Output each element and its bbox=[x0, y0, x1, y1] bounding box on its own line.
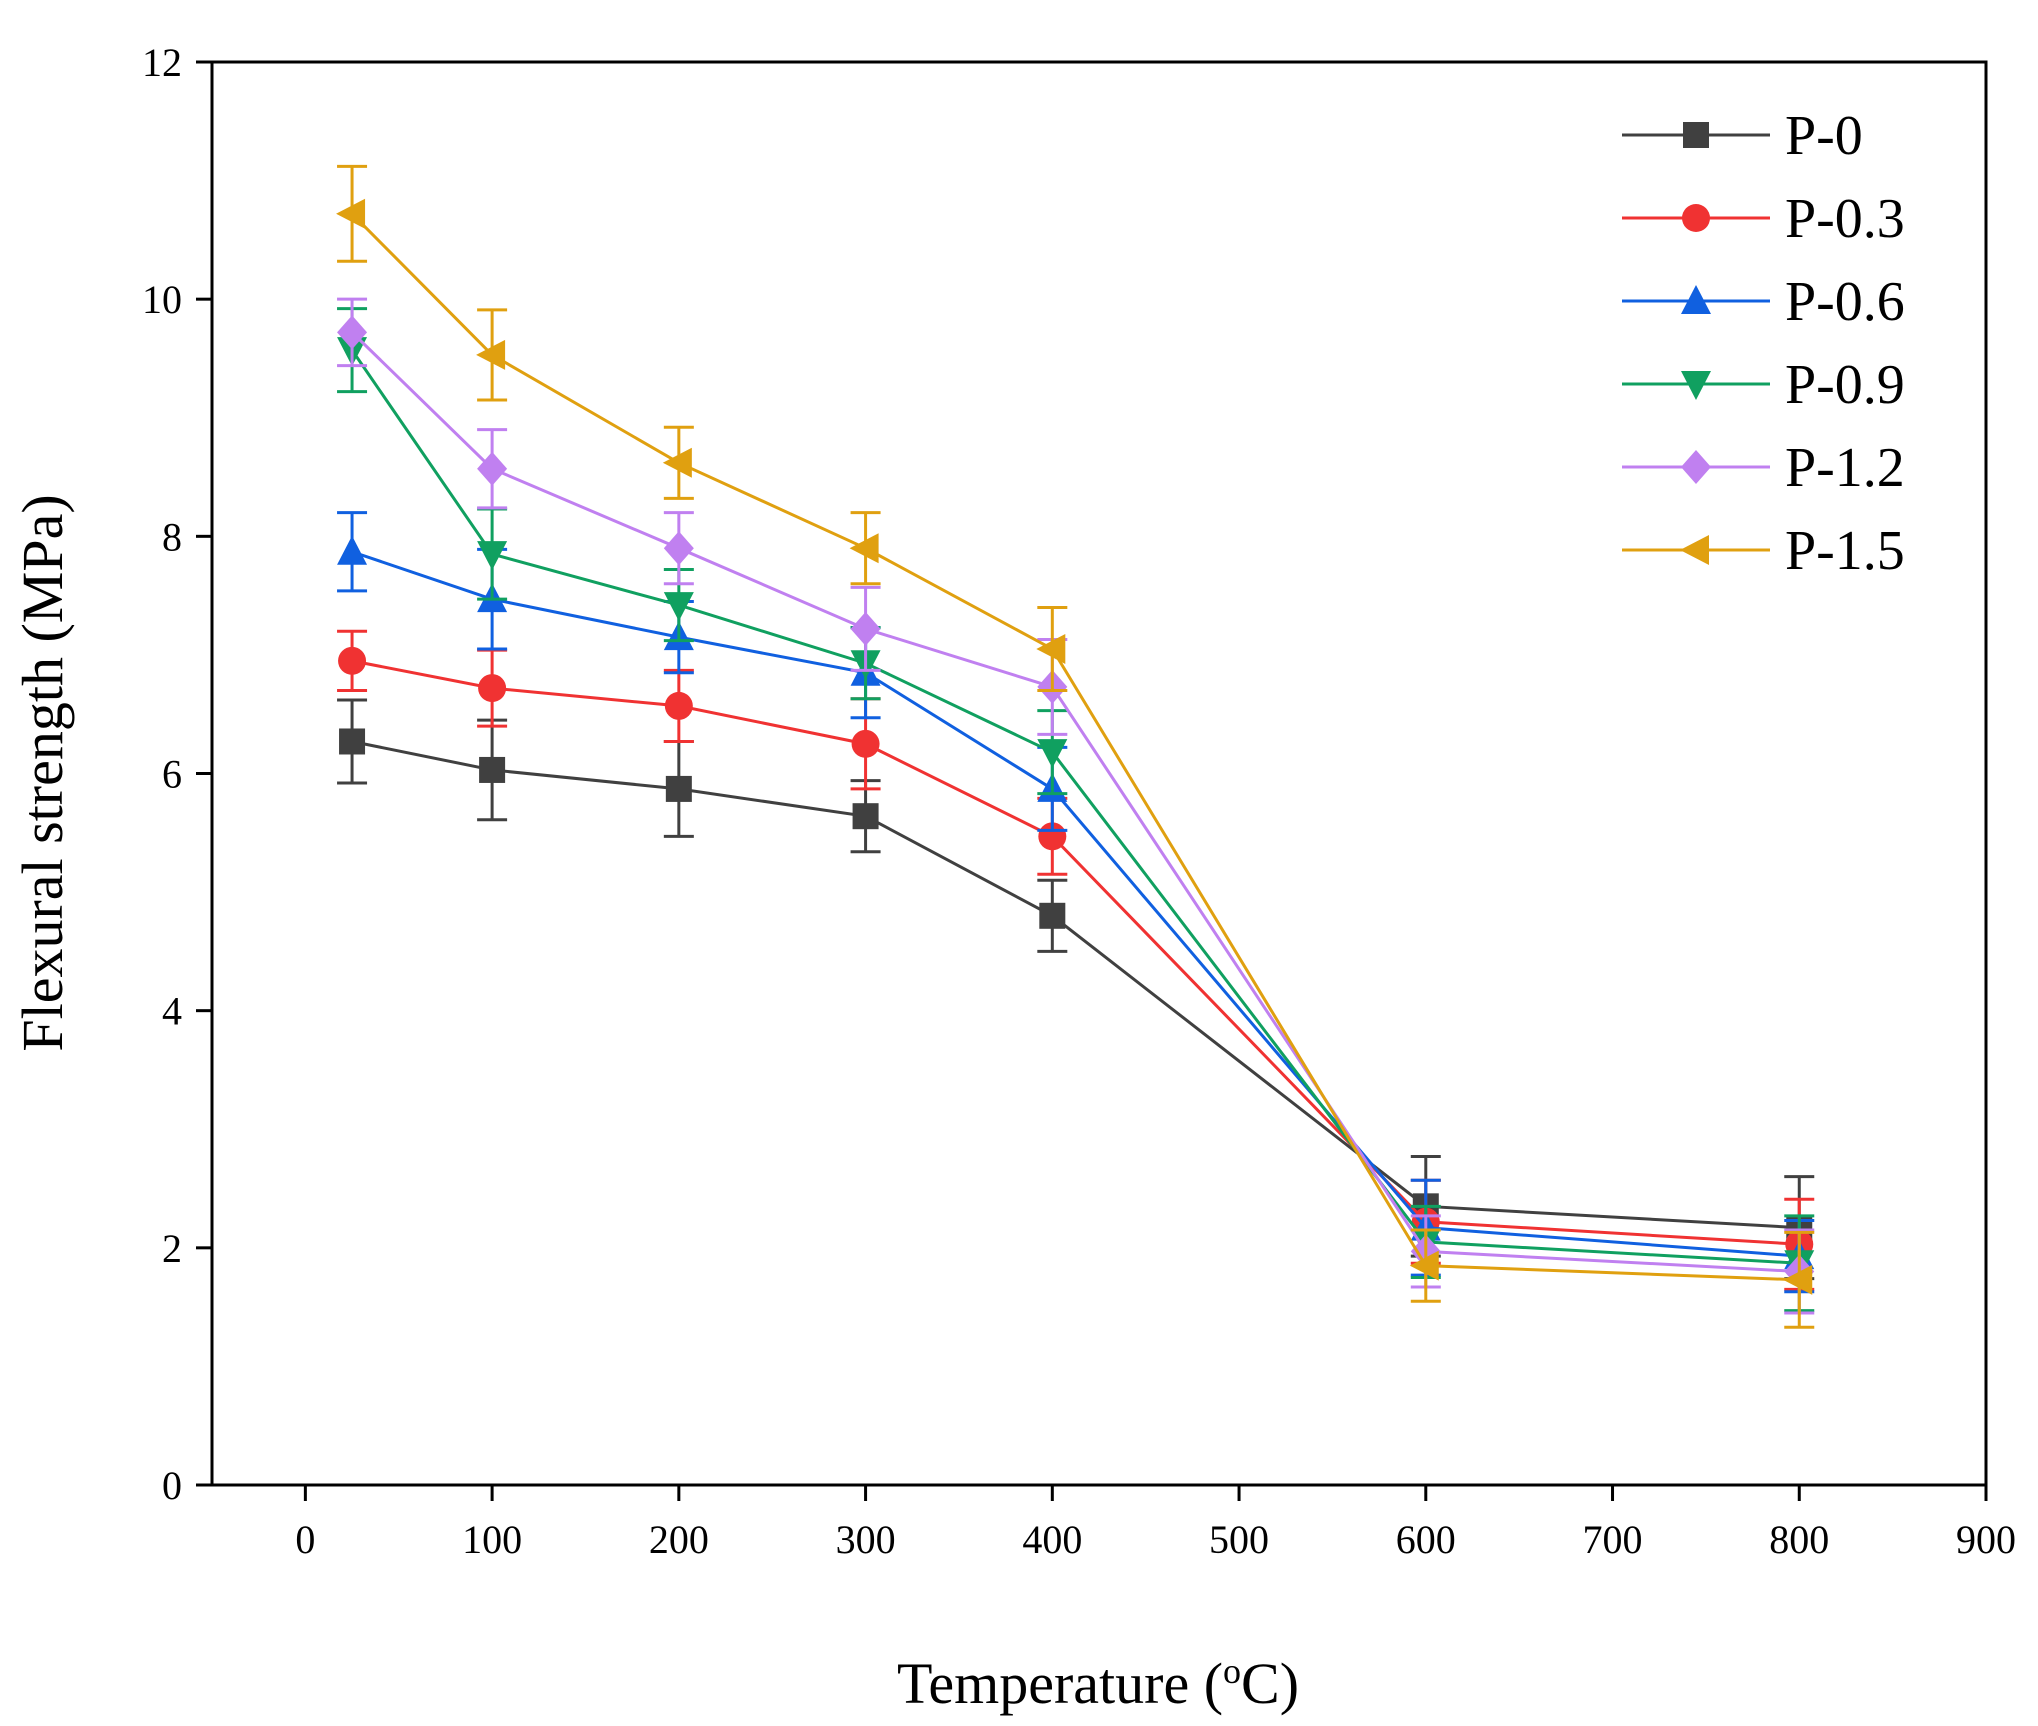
legend-item-P-0: P-0 bbox=[1622, 105, 1863, 167]
legend-label: P-0.9 bbox=[1785, 354, 1905, 416]
data-point bbox=[477, 451, 508, 486]
x-axis-title-sup: o bbox=[1223, 1651, 1241, 1691]
series-P-0 bbox=[337, 698, 1815, 1281]
series-P-0.3 bbox=[337, 629, 1815, 1291]
data-point bbox=[336, 198, 366, 229]
legend-item-P-0.6: P-0.6 bbox=[1622, 271, 1905, 333]
y-tick-label: 10 bbox=[142, 277, 182, 322]
axis-ticks: 0 100 200 300 400 500 600 700 800 900 0 2 4 6 8 10 12 bbox=[142, 40, 2016, 1562]
data-point bbox=[1409, 1250, 1439, 1281]
data-point bbox=[337, 535, 368, 565]
legend-label: P-0.6 bbox=[1785, 271, 1905, 333]
x-tick-label: 700 bbox=[1583, 1517, 1643, 1562]
legend-item-P-0.9: P-0.9 bbox=[1622, 354, 1905, 416]
legend-marker bbox=[1681, 285, 1711, 314]
x-axis-title-tail: C) bbox=[1241, 1651, 1299, 1716]
y-axis-title: Flexural strength (MPa) bbox=[10, 494, 75, 1051]
x-tick-label: 400 bbox=[1022, 1517, 1082, 1562]
x-axis-title: Temperature (oC) bbox=[897, 1651, 1299, 1716]
legend: P-0 P-0.3 P-0.6 P-0.9 P-1.2 P-1.5 bbox=[1622, 105, 1905, 582]
legend-item-P-1.5: P-1.5 bbox=[1622, 520, 1905, 582]
series-P-0.9 bbox=[337, 307, 1815, 1313]
legend-item-P-0.3: P-0.3 bbox=[1622, 188, 1905, 250]
series-line bbox=[351, 659, 1800, 1246]
x-tick-label: 0 bbox=[295, 1517, 315, 1562]
series-line bbox=[351, 550, 1800, 1258]
data-point bbox=[337, 315, 368, 350]
y-tick-label: 0 bbox=[162, 1463, 182, 1508]
data-point bbox=[476, 339, 506, 370]
series-line bbox=[350, 349, 1800, 1265]
legend-marker bbox=[1681, 450, 1711, 484]
x-tick-label: 300 bbox=[836, 1517, 896, 1562]
plot-frame bbox=[210, 60, 1988, 1487]
data-point bbox=[1783, 1264, 1813, 1295]
x-tick-label: 200 bbox=[649, 1517, 709, 1562]
y-tick-label: 6 bbox=[162, 752, 182, 797]
x-tick-label: 800 bbox=[1769, 1517, 1829, 1562]
series-P-1.5 bbox=[336, 164, 1815, 1329]
legend-label: P-1.5 bbox=[1785, 520, 1905, 582]
data-point bbox=[852, 803, 879, 830]
data-point bbox=[478, 674, 507, 703]
legend-label: P-0 bbox=[1785, 105, 1863, 167]
legend-label: P-0.3 bbox=[1785, 188, 1905, 250]
data-point bbox=[662, 447, 692, 478]
data-point bbox=[664, 691, 693, 720]
data-point bbox=[1036, 633, 1066, 664]
series-P-0.6 bbox=[337, 511, 1815, 1294]
y-tick-label: 2 bbox=[162, 1226, 182, 1271]
series-line bbox=[350, 212, 1800, 1282]
x-tick-label: 600 bbox=[1396, 1517, 1456, 1562]
legend-label: P-1.2 bbox=[1785, 437, 1905, 499]
x-tick-label: 500 bbox=[1209, 1517, 1269, 1562]
data-point bbox=[850, 611, 881, 646]
x-tick-label: 100 bbox=[462, 1517, 522, 1562]
x-axis-title-main: Temperature ( bbox=[897, 1651, 1223, 1716]
y-tick-label: 12 bbox=[142, 40, 182, 85]
x-tick-label: 900 bbox=[1956, 1517, 2016, 1562]
legend-item-P-1.2: P-1.2 bbox=[1622, 437, 1905, 499]
series-P-1.2 bbox=[337, 297, 1815, 1315]
series-layer bbox=[336, 164, 1815, 1329]
data-point bbox=[663, 531, 694, 566]
legend-marker bbox=[1680, 535, 1709, 565]
data-point bbox=[663, 592, 694, 622]
data-point bbox=[1037, 739, 1068, 769]
legend-marker bbox=[1682, 204, 1710, 232]
y-tick-label: 4 bbox=[162, 989, 182, 1034]
data-point bbox=[338, 646, 367, 675]
data-point bbox=[851, 729, 880, 758]
y-tick-label: 8 bbox=[162, 514, 182, 559]
data-point bbox=[479, 756, 506, 783]
data-point bbox=[339, 728, 366, 755]
legend-marker bbox=[1681, 371, 1711, 400]
series-line bbox=[351, 331, 1800, 1274]
data-point bbox=[849, 533, 879, 564]
legend-marker bbox=[1683, 122, 1709, 148]
data-point bbox=[665, 775, 692, 802]
data-point bbox=[1039, 902, 1066, 929]
data-point bbox=[477, 541, 508, 571]
